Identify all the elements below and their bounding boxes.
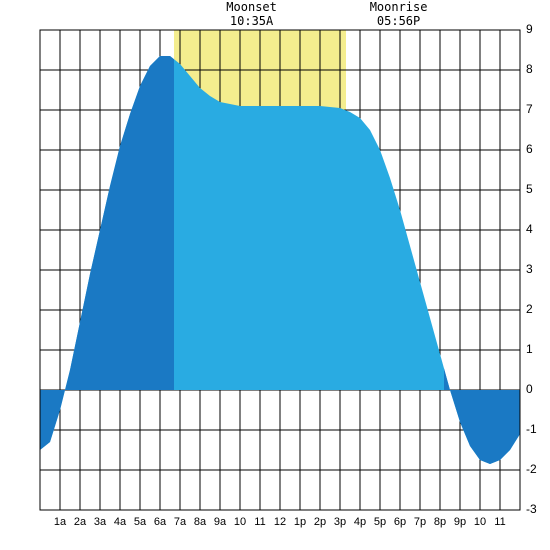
y-tick-label: 1 <box>526 342 546 356</box>
x-tick-label: 7p <box>410 516 430 528</box>
x-tick-label: 10 <box>470 516 490 528</box>
y-tick-label: 6 <box>526 142 546 156</box>
y-tick-label: 2 <box>526 302 546 316</box>
x-tick-label: 11 <box>490 516 510 528</box>
y-tick-label: 8 <box>526 62 546 76</box>
x-tick-label: 11 <box>250 516 270 528</box>
chart-svg <box>0 0 550 550</box>
x-tick-label: 10 <box>230 516 250 528</box>
y-tick-label: -2 <box>526 462 546 476</box>
y-tick-label: 7 <box>526 102 546 116</box>
x-tick-label: 5a <box>130 516 150 528</box>
x-tick-label: 8a <box>190 516 210 528</box>
y-tick-label: 5 <box>526 182 546 196</box>
y-tick-label: -1 <box>526 422 546 436</box>
x-tick-label: 3p <box>330 516 350 528</box>
x-tick-label: 8p <box>430 516 450 528</box>
x-tick-label: 2p <box>310 516 330 528</box>
x-tick-label: 9a <box>210 516 230 528</box>
y-tick-label: 0 <box>526 382 546 396</box>
x-tick-label: 1p <box>290 516 310 528</box>
y-tick-label: 4 <box>526 222 546 236</box>
tide-chart: -3-2-101234567891a2a3a4a5a6a7a8a9a101112… <box>0 0 550 550</box>
x-tick-label: 9p <box>450 516 470 528</box>
x-tick-label: 5p <box>370 516 390 528</box>
x-tick-label: 7a <box>170 516 190 528</box>
x-tick-label: 3a <box>90 516 110 528</box>
x-tick-label: 4a <box>110 516 130 528</box>
x-tick-label: 2a <box>70 516 90 528</box>
moonrise-label: Moonrise05:56P <box>369 0 429 29</box>
moonset-label: Moonset10:35A <box>222 0 282 29</box>
y-tick-label: -3 <box>526 502 546 516</box>
y-tick-label: 9 <box>526 22 546 36</box>
x-tick-label: 1a <box>50 516 70 528</box>
x-tick-label: 6p <box>390 516 410 528</box>
x-tick-label: 6a <box>150 516 170 528</box>
x-tick-label: 4p <box>350 516 370 528</box>
y-tick-label: 3 <box>526 262 546 276</box>
x-tick-label: 12 <box>270 516 290 528</box>
